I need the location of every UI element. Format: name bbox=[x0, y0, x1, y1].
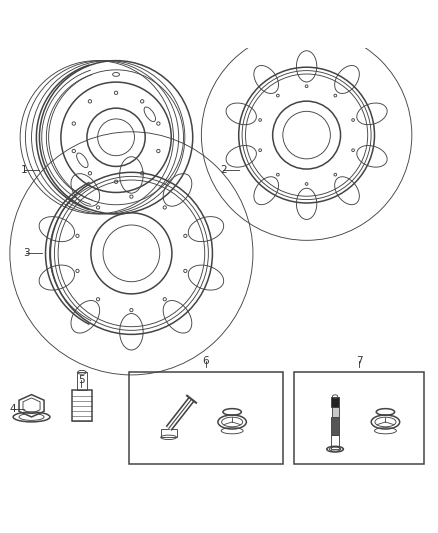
Text: 7: 7 bbox=[356, 356, 363, 366]
Bar bbox=[331, 417, 339, 435]
Bar bbox=[331, 397, 339, 407]
Text: 5: 5 bbox=[78, 375, 85, 385]
Bar bbox=[294, 372, 424, 464]
Text: 3: 3 bbox=[23, 248, 30, 259]
Text: 4: 4 bbox=[10, 404, 17, 414]
Bar bbox=[161, 429, 177, 437]
Bar bbox=[331, 435, 339, 449]
Bar bbox=[72, 390, 92, 421]
Bar bbox=[332, 407, 339, 417]
Text: 6: 6 bbox=[202, 356, 209, 366]
Text: 2: 2 bbox=[220, 165, 227, 175]
Text: 1: 1 bbox=[21, 165, 28, 175]
Bar bbox=[77, 373, 87, 390]
Bar bbox=[129, 372, 283, 464]
